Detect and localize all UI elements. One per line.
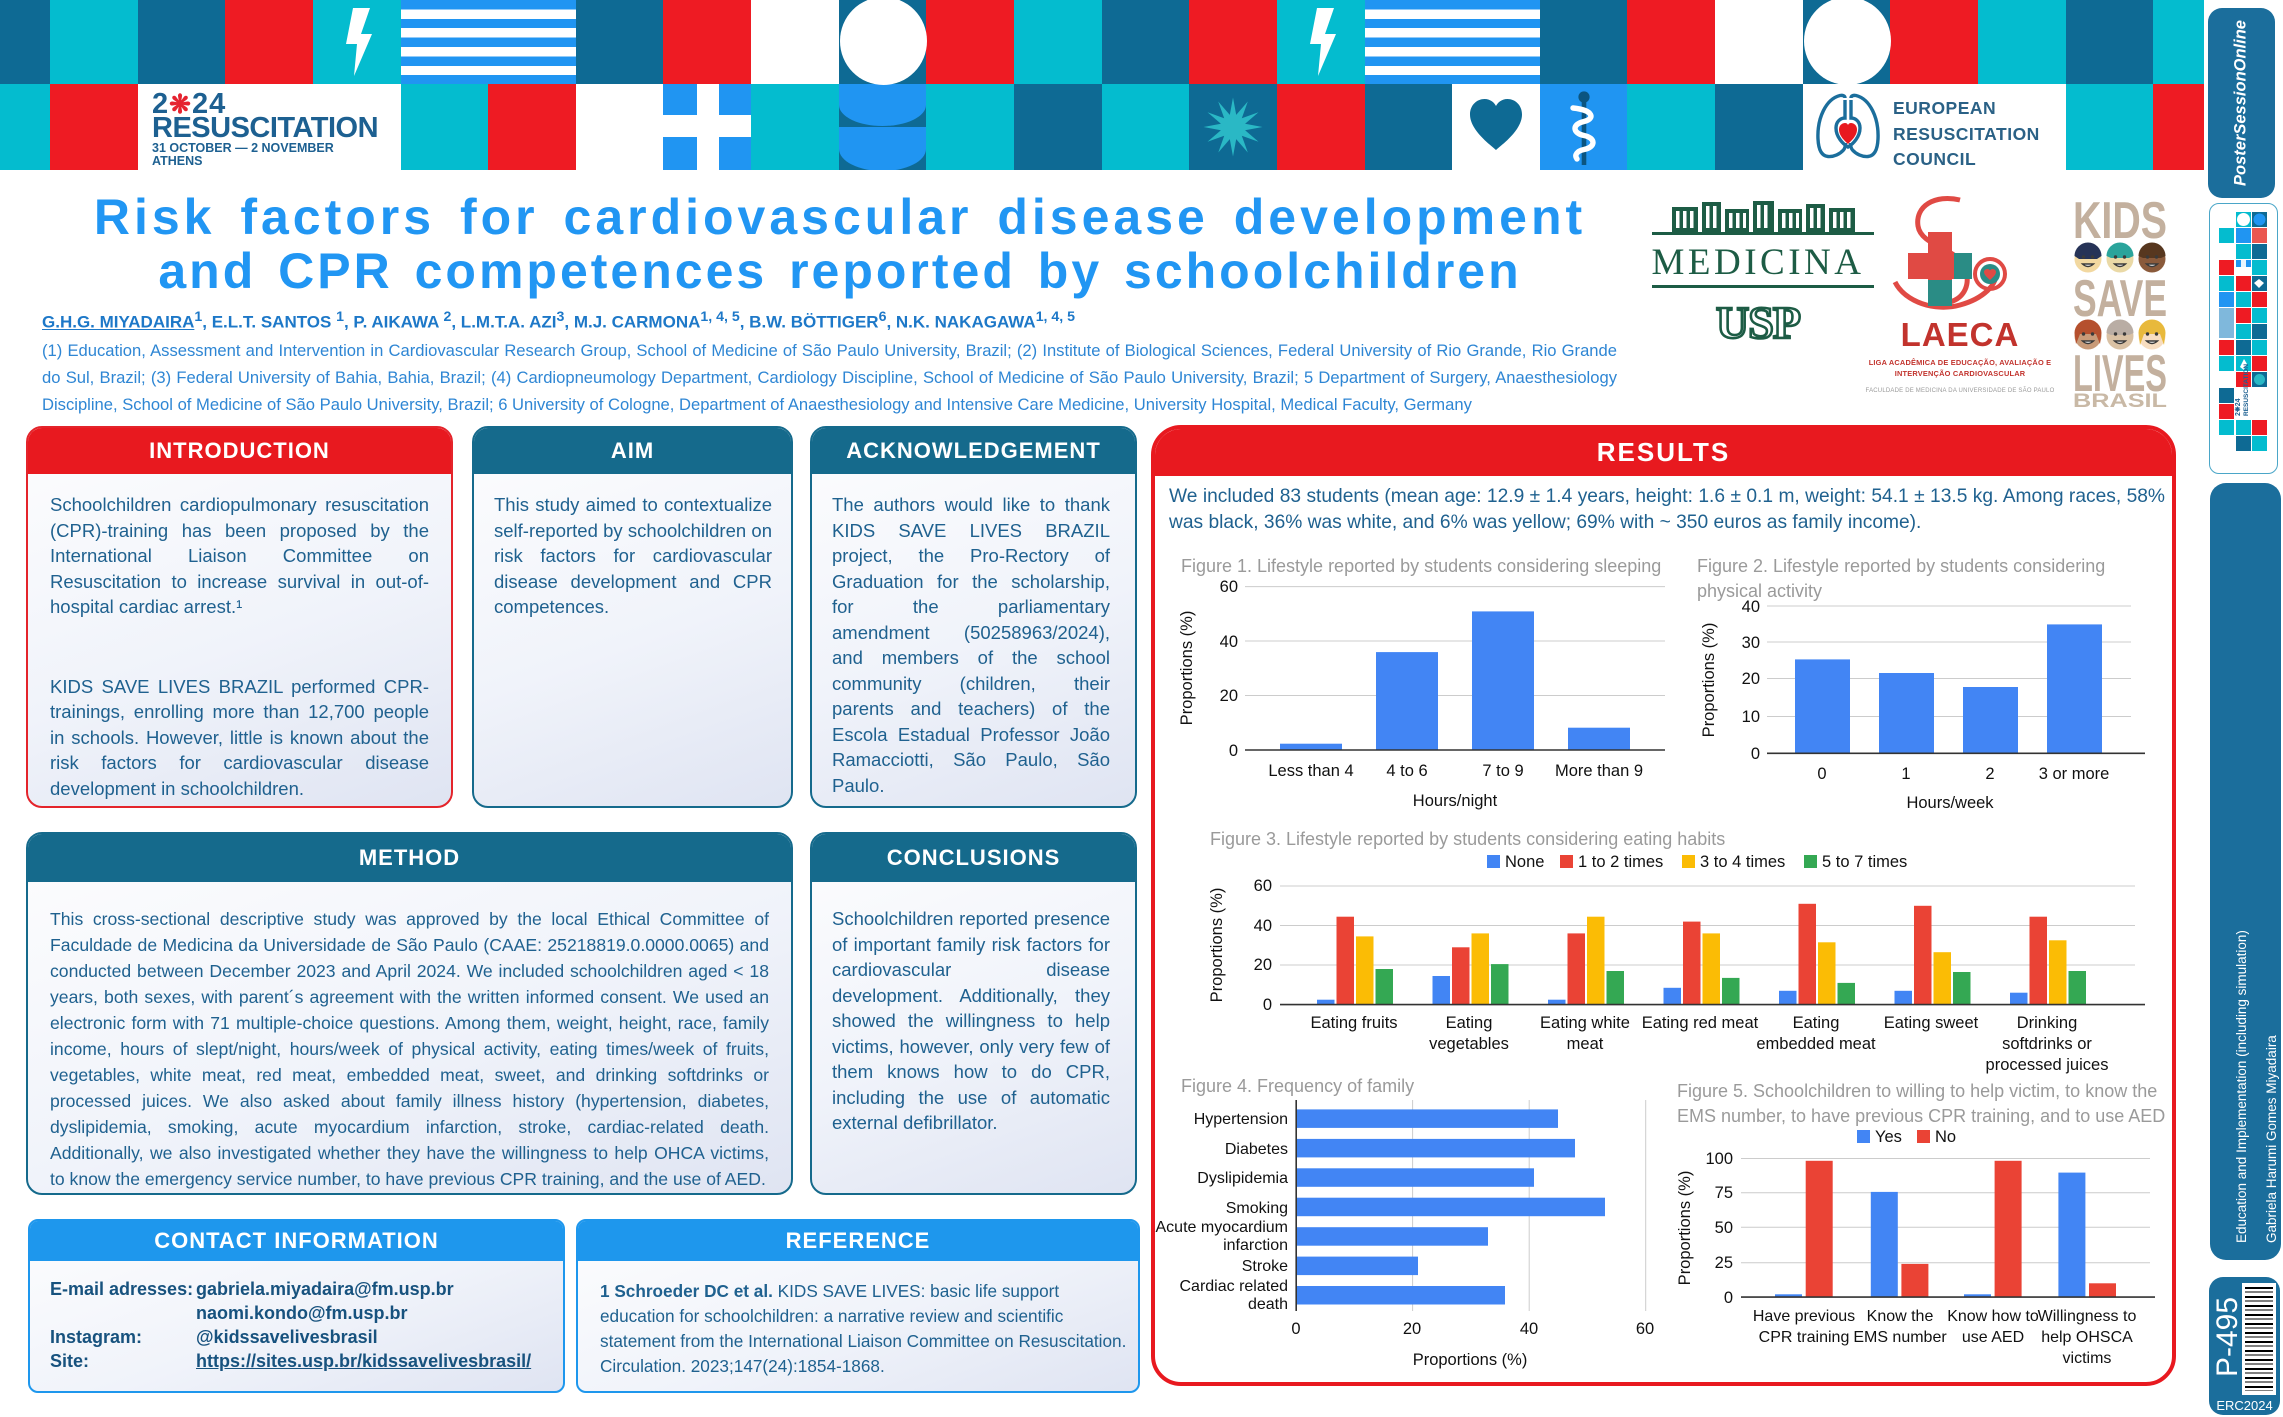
svg-text:No: No [1935,1128,1956,1146]
svg-text:Figure 1. Lifestyle reported b: Figure 1. Lifestyle reported by students… [1181,556,1661,576]
svg-text:20: 20 [1220,687,1238,705]
svg-text:use AED: use AED [1962,1329,2024,1346]
svg-text:vegetables: vegetables [1429,1035,1509,1053]
svg-text:10: 10 [1742,708,1760,726]
svg-text:Figure 5. Schoolchildren to wi: Figure 5. Schoolchildren to willing to h… [1677,1081,2157,1101]
svg-text:CPR training: CPR training [1759,1329,1850,1346]
svg-text:Dyslipidemia: Dyslipidemia [1197,1170,1288,1187]
svg-text:1: 1 [1901,765,1910,783]
svg-text:EMS number, to have previous C: EMS number, to have previous CPR trainin… [1677,1106,2165,1126]
svg-text:Smoking: Smoking [1226,1200,1288,1217]
svg-text:0: 0 [1229,742,1238,760]
svg-text:0: 0 [1263,996,1272,1014]
svg-text:LIGA ACADÊMICA DE EDUCAÇÃO, AV: LIGA ACADÊMICA DE EDUCAÇÃO, AVALIAÇÃO E [1869,358,2052,367]
svg-text:Drinking: Drinking [2017,1014,2078,1032]
svg-text:Diabetes: Diabetes [1225,1141,1288,1158]
svg-text:1 to 2 times: 1 to 2 times [1578,853,1663,871]
svg-text:2❋24: 2❋24 [2234,398,2242,416]
svg-text:5 to 7 times: 5 to 7 times [1822,853,1907,871]
svg-text:KIDS: KIDS [2073,199,2167,250]
svg-text:death: death [1248,1296,1288,1313]
svg-text:Proportions (%): Proportions (%) [1676,1171,1694,1286]
svg-text:Hours/week: Hours/week [1906,794,1994,812]
svg-text:20: 20 [1403,1320,1421,1338]
svg-text:0: 0 [1291,1320,1300,1338]
svg-text:40: 40 [1220,633,1238,651]
svg-text:LIVES: LIVES [2073,345,2167,403]
svg-text:BRASIL: BRASIL [2073,391,2168,412]
svg-text:75: 75 [1715,1184,1733,1202]
svg-text:0: 0 [1817,765,1826,783]
svg-text:100: 100 [1705,1150,1733,1168]
svg-text:Figure 2. Lifestyle reported b: Figure 2. Lifestyle reported by students… [1697,556,2105,576]
svg-text:40: 40 [1520,1320,1538,1338]
svg-text:EMS number: EMS number [1853,1329,1947,1346]
svg-text:Yes: Yes [1875,1128,1902,1146]
svg-text:LAECA: LAECA [1901,316,2020,353]
svg-text:0: 0 [1724,1289,1733,1307]
svg-text:SAVE: SAVE [2073,270,2167,328]
svg-text:Eating red meat: Eating red meat [1642,1014,1759,1032]
svg-text:Know how to: Know how to [1947,1308,2039,1325]
svg-text:60: 60 [1254,877,1272,895]
svg-text:Proportions (%): Proportions (%) [1700,623,1718,738]
svg-text:Proportions (%): Proportions (%) [1413,1351,1528,1369]
svg-text:0: 0 [1751,745,1760,763]
svg-text:40: 40 [1742,598,1760,616]
svg-text:meat: meat [1567,1035,1604,1053]
svg-text:USP: USP [1716,297,1800,345]
svg-text:Eating: Eating [1793,1014,1840,1032]
svg-text:embedded meat: embedded meat [1756,1035,1876,1053]
svg-text:Acute myocardium: Acute myocardium [1156,1219,1289,1236]
svg-text:60: 60 [1220,578,1238,596]
svg-text:Know the: Know the [1867,1308,1934,1325]
svg-text:7 to 9: 7 to 9 [1482,762,1523,780]
svg-text:Hypertension: Hypertension [1194,1111,1288,1128]
svg-text:RESUSCITATION: RESUSCITATION [2243,364,2250,416]
svg-text:50: 50 [1715,1219,1733,1237]
svg-text:victims: victims [2063,1350,2112,1367]
svg-text:FACULDADE DE MEDICINA DA UNIVE: FACULDADE DE MEDICINA DA UNIVERSIDADE DE… [1866,387,2055,394]
svg-text:25: 25 [1715,1254,1733,1272]
svg-text:INTERVENÇÃO CARDIOVASCULAR: INTERVENÇÃO CARDIOVASCULAR [1895,369,2026,378]
svg-text:30: 30 [1742,634,1760,652]
svg-text:Less than 4: Less than 4 [1268,762,1353,780]
svg-text:Proportions (%): Proportions (%) [1178,611,1196,726]
svg-text:Have previous: Have previous [1753,1308,1855,1325]
svg-text:Willingness to: Willingness to [2038,1308,2137,1325]
svg-text:Figure 4. Frequency of family: Figure 4. Frequency of family [1181,1076,1414,1096]
svg-text:softdrinks or: softdrinks or [2002,1035,2092,1053]
svg-text:More than 9: More than 9 [1555,762,1643,780]
svg-text:40: 40 [1254,917,1272,935]
svg-text:physical activity: physical activity [1697,581,1822,601]
svg-text:MEDICINA: MEDICINA [1652,242,1865,283]
svg-text:None: None [1505,853,1544,871]
svg-text:infarction: infarction [1223,1237,1288,1254]
svg-text:Eating: Eating [1446,1014,1493,1032]
svg-text:Proportions (%): Proportions (%) [1208,888,1226,1003]
svg-text:Cardiac related: Cardiac related [1180,1278,1289,1295]
svg-text:2: 2 [1985,765,1994,783]
svg-text:help OHSCA: help OHSCA [2041,1329,2133,1346]
svg-text:Figure 3. Lifestyle reported b: Figure 3. Lifestyle reported by students… [1210,829,1725,849]
svg-text:60: 60 [1636,1320,1654,1338]
svg-text:Eating sweet: Eating sweet [1884,1014,1979,1032]
svg-text:3 or more: 3 or more [2039,765,2110,783]
svg-text:Eating white: Eating white [1540,1014,1630,1032]
svg-text:4 to 6: 4 to 6 [1386,762,1427,780]
svg-text:processed juices: processed juices [1986,1056,2109,1074]
svg-text:20: 20 [1742,670,1760,688]
svg-text:3 to 4 times: 3 to 4 times [1700,853,1785,871]
svg-text:Eating fruits: Eating fruits [1310,1014,1397,1032]
svg-text:Stroke: Stroke [1242,1258,1288,1275]
svg-text:Hours/night: Hours/night [1413,792,1498,810]
svg-text:20: 20 [1254,956,1272,974]
